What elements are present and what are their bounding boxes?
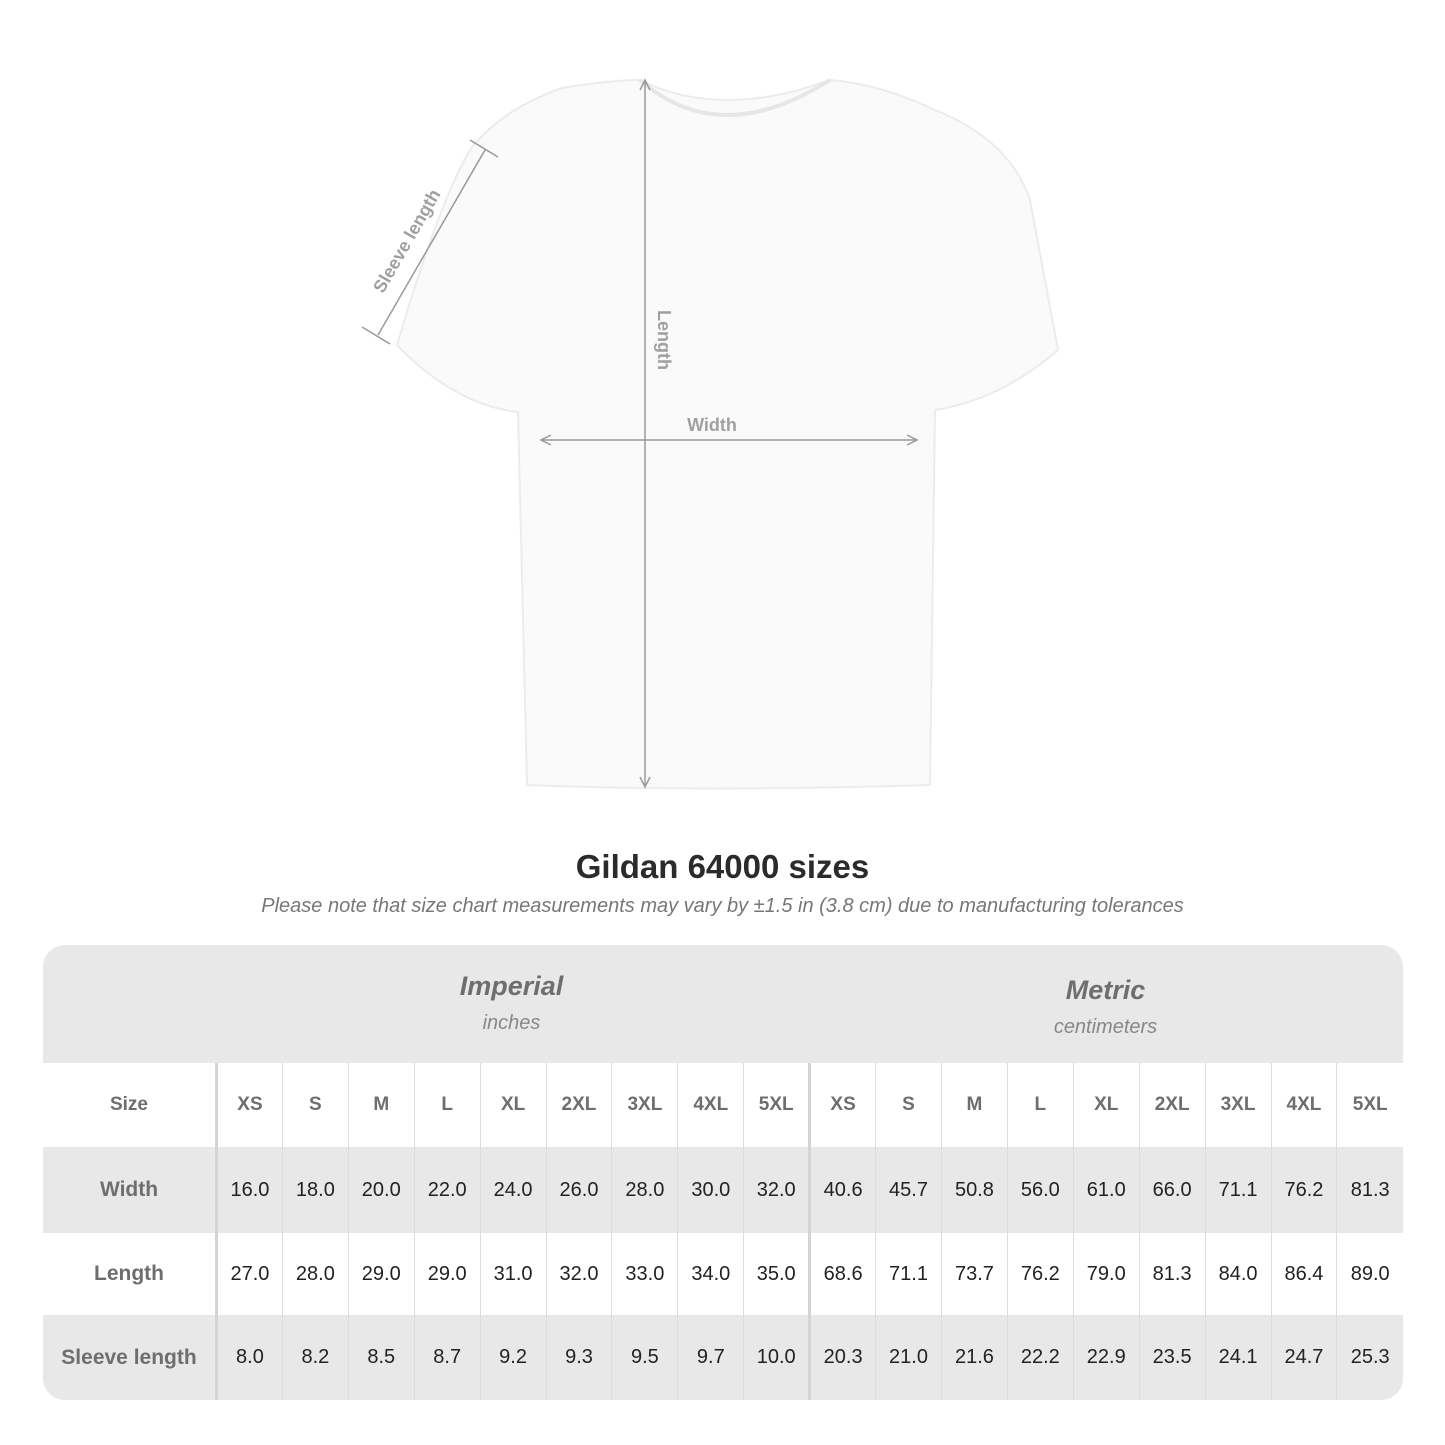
imperial-size-L: L: [413, 1063, 481, 1147]
imperial-value: 31.0: [479, 1233, 547, 1315]
metric-value: 68.6: [808, 1233, 876, 1315]
metric-value: 21.6: [940, 1315, 1008, 1400]
imperial-size-5XL: 5XL: [743, 1063, 810, 1147]
metric-size-S: S: [875, 1063, 942, 1147]
imperial-value: 34.0: [677, 1233, 744, 1315]
tshirt-diagram: Width Length Sleeve length: [361, 78, 1060, 790]
imperial-value: 30.0: [677, 1147, 744, 1233]
metric-value: 56.0: [1006, 1147, 1074, 1233]
imperial-value: 27.0: [215, 1233, 283, 1315]
imperial-size-XL: XL: [479, 1063, 547, 1147]
metric-value: 22.9: [1072, 1315, 1140, 1400]
metric-value: 24.7: [1270, 1315, 1337, 1400]
metric-size-XS: XS: [808, 1063, 876, 1147]
metric-size-5XL: 5XL: [1336, 1063, 1403, 1147]
metric-value: 81.3: [1138, 1233, 1206, 1315]
imperial-value: 9.2: [479, 1315, 547, 1400]
metric-value: 89.0: [1336, 1233, 1403, 1315]
metric-size-2XL: 2XL: [1138, 1063, 1206, 1147]
width-label: Width: [687, 415, 737, 435]
metric-value: 23.5: [1138, 1315, 1206, 1400]
imperial-value: 8.5: [347, 1315, 415, 1400]
metric-size-3XL: 3XL: [1204, 1063, 1271, 1147]
imperial-value: 33.0: [611, 1233, 678, 1315]
imperial-value: 9.7: [677, 1315, 744, 1400]
imperial-value: 16.0: [215, 1147, 283, 1233]
metric-heading: Metric: [1065, 975, 1146, 1005]
imperial-value: 8.7: [413, 1315, 481, 1400]
metric-value: 22.2: [1006, 1315, 1074, 1400]
metric-unit: centimeters: [1053, 1016, 1158, 1038]
table-row: Sleeve length 8.0 8.2 8.5 8.7 9.2 9.3 9.5 9.7 10.…: [43, 1315, 1403, 1400]
imperial-value: 32.0: [743, 1147, 810, 1233]
imperial-value: 8.2: [281, 1315, 349, 1400]
metric-value: 81.3: [1336, 1147, 1403, 1233]
metric-size-4XL: 4XL: [1270, 1063, 1337, 1147]
imperial-value: 9.3: [545, 1315, 612, 1400]
row-label: Width: [43, 1147, 217, 1233]
imperial-value: 24.0: [479, 1147, 547, 1233]
imperial-value: 10.0: [743, 1315, 810, 1400]
metric-value: 71.1: [1204, 1147, 1271, 1233]
metric-value: 86.4: [1270, 1233, 1337, 1315]
imperial-value: 18.0: [281, 1147, 349, 1233]
imperial-size-4XL: 4XL: [677, 1063, 744, 1147]
imperial-value: 20.0: [347, 1147, 415, 1233]
metric-size-M: M: [940, 1063, 1008, 1147]
imperial-size-M: M: [347, 1063, 415, 1147]
imperial-value: 29.0: [413, 1233, 481, 1315]
metric-value: 76.2: [1006, 1233, 1074, 1315]
imperial-value: 26.0: [545, 1147, 612, 1233]
imperial-value: 22.0: [413, 1147, 481, 1233]
size-label: Size: [43, 1063, 217, 1147]
metric-value: 21.0: [875, 1315, 942, 1400]
imperial-size-XS: XS: [215, 1063, 283, 1147]
imperial-value: 28.0: [611, 1147, 678, 1233]
metric-value: 61.0: [1072, 1147, 1140, 1233]
metric-value: 25.3: [1336, 1315, 1403, 1400]
metric-value: 76.2: [1270, 1147, 1337, 1233]
length-label: Length: [654, 310, 674, 370]
metric-value: 20.3: [808, 1315, 876, 1400]
metric-size-XL: XL: [1072, 1063, 1140, 1147]
metric-value: 40.6: [808, 1147, 876, 1233]
metric-value: 71.1: [875, 1233, 942, 1315]
metric-value: 24.1: [1204, 1315, 1271, 1400]
imperial-header: Imperial inches: [215, 945, 808, 1089]
imperial-size-2XL: 2XL: [545, 1063, 612, 1147]
metric-value: 45.7: [875, 1147, 942, 1233]
size-grid: Size XS S M L XL 2XL 3XL 4XL 5XL XS S M L XL 2XL 3XL 4XL 5…: [43, 1063, 1403, 1400]
metric-value: 50.8: [940, 1147, 1008, 1233]
metric-value: 79.0: [1072, 1233, 1140, 1315]
row-label: Length: [43, 1233, 217, 1315]
imperial-value: 8.0: [215, 1315, 283, 1400]
metric-value: 84.0: [1204, 1233, 1271, 1315]
metric-header: Metric centimeters: [808, 945, 1403, 1093]
metric-value: 73.7: [940, 1233, 1008, 1315]
imperial-heading: Imperial: [459, 971, 564, 1001]
imperial-value: 32.0: [545, 1233, 612, 1315]
size-table: Imperial inches Metric centimeters Size X…: [43, 945, 1403, 1400]
imperial-value: 29.0: [347, 1233, 415, 1315]
imperial-value: 28.0: [281, 1233, 349, 1315]
row-label: Sleeve length: [43, 1315, 217, 1400]
imperial-value: 35.0: [743, 1233, 810, 1315]
collar: [638, 78, 832, 117]
imperial-size-S: S: [281, 1063, 349, 1147]
tolerance-note: Please note that size chart measurements…: [261, 895, 1184, 917]
imperial-unit: inches: [482, 1012, 541, 1034]
imperial-size-3XL: 3XL: [611, 1063, 678, 1147]
page-title: Gildan 64000 sizes: [575, 848, 870, 885]
sleeve-arrow: [377, 149, 486, 336]
metric-value: 66.0: [1138, 1147, 1206, 1233]
metric-size-L: L: [1006, 1063, 1074, 1147]
imperial-value: 9.5: [611, 1315, 678, 1400]
table-row: Width 16.0 18.0 20.0 22.0 24.0 26.0 28.0 30.0 32.…: [43, 1147, 1403, 1233]
table-row: Length 27.0 28.0 29.0 29.0 31.0 32.0 33.0 34.0 35…: [43, 1233, 1403, 1315]
size-header-row: Size XS S M L XL 2XL 3XL 4XL 5XL XS S M L XL 2XL 3XL 4XL 5…: [43, 1063, 1403, 1147]
